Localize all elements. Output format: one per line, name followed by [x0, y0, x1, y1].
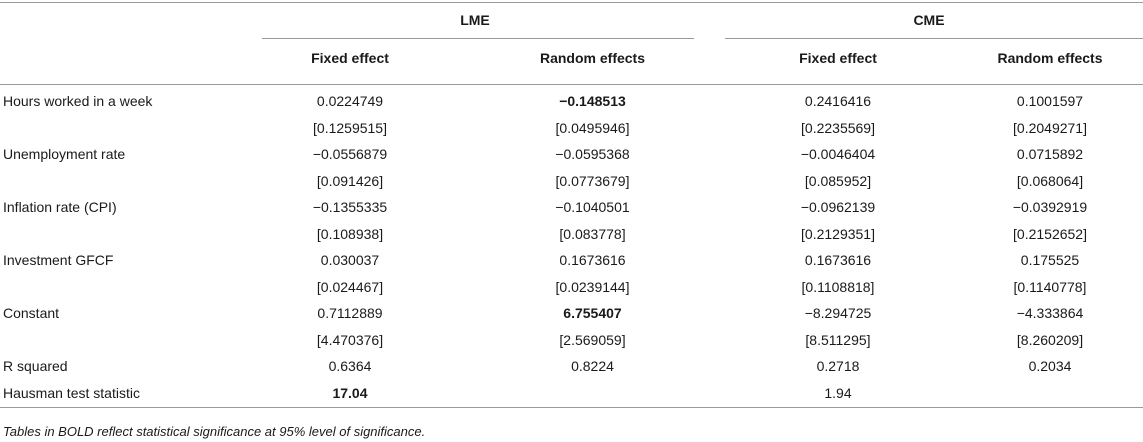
- row-label: R squared: [3, 358, 68, 374]
- row-label: Inflation rate (CPI): [3, 199, 117, 215]
- table-cell: [0.083778]: [559, 226, 626, 242]
- table-cell: −0.0962139: [800, 199, 876, 215]
- table-cell: 0.2718: [816, 358, 860, 374]
- table-cell: 0.8224: [571, 358, 614, 374]
- table-cell: 0.6364: [328, 358, 372, 374]
- table-cell: [8.511295]: [805, 332, 871, 348]
- table-cell: 0.0224749: [316, 93, 384, 109]
- column-header: Fixed effect: [799, 50, 877, 66]
- row-label: Constant: [3, 305, 60, 321]
- table-cell: −0.0595368: [555, 146, 630, 162]
- table-cell: [8.260209]: [1016, 332, 1084, 348]
- table-cell: [0.024467]: [316, 279, 384, 295]
- group-header-lme: LME: [460, 12, 490, 28]
- row-label: Hours worked in a week: [3, 93, 153, 109]
- table-cell: 0.1001597: [1016, 93, 1084, 109]
- table-cell: [2.569059]: [559, 332, 626, 348]
- column-header: Random effects: [997, 50, 1103, 66]
- table-cell: 0.175525: [1020, 252, 1080, 268]
- table-cell: 0.1673616: [559, 252, 626, 268]
- table-cell: [0.1259515]: [313, 120, 387, 136]
- group-rule-lme: [262, 38, 694, 39]
- table-cell: [0.108938]: [316, 226, 384, 242]
- table-top-rule: [0, 2, 1143, 3]
- table-footnote: Tables in BOLD reflect statistical signi…: [3, 424, 426, 439]
- table-cell: 0.0715892: [1016, 146, 1084, 162]
- table-cell: −0.0556879: [312, 146, 388, 162]
- table-cell: 1.94: [824, 385, 852, 401]
- table-cell: [0.2235569]: [801, 120, 875, 136]
- table-cell: 0.2034: [1028, 358, 1072, 374]
- table-cell: [0.068064]: [1016, 173, 1084, 189]
- table-cell: 6.755407: [563, 305, 622, 321]
- table-cell: [0.2129351]: [801, 226, 875, 242]
- table-cell: −8.294725: [804, 305, 872, 321]
- group-rule-cme: [725, 38, 1143, 39]
- table-cell: [0.085952]: [804, 173, 872, 189]
- table-cell: [4.470376]: [316, 332, 384, 348]
- table-cell: 0.1673616: [804, 252, 872, 268]
- table-cell: −0.1040501: [555, 199, 630, 215]
- table-cell: [0.2049271]: [1013, 120, 1087, 136]
- table-cell: 0.2416416: [804, 93, 872, 109]
- table-cell: [0.0495946]: [555, 120, 630, 136]
- column-header: Fixed effect: [311, 50, 389, 66]
- row-label: Unemployment rate: [3, 146, 126, 162]
- group-header-cme: CME: [913, 12, 945, 28]
- row-label: Hausman test statistic: [3, 385, 140, 401]
- table-cell: [0.1108818]: [801, 279, 875, 295]
- table-cell: [0.091426]: [316, 173, 384, 189]
- column-header: Random effects: [539, 50, 646, 66]
- table-cell: 17.04: [332, 385, 368, 401]
- table-cell: [0.0239144]: [555, 279, 630, 295]
- table-cell: −0.1355335: [312, 199, 388, 215]
- table-cell: −0.0046404: [800, 146, 876, 162]
- row-label: Investment GFCF: [3, 252, 114, 268]
- table-cell: −0.148513: [559, 93, 626, 109]
- table-cell: [0.0773679]: [555, 173, 630, 189]
- table-cell: −0.0392919: [1012, 199, 1088, 215]
- table-bottom-rule: [0, 407, 1143, 408]
- table-cell: 0.7112889: [317, 305, 383, 321]
- table-cell: [0.2152652]: [1013, 226, 1087, 242]
- table-cell: 0.030037: [320, 252, 380, 268]
- table-cell: [0.1140778]: [1013, 279, 1087, 295]
- table-cell: −4.333864: [1016, 305, 1084, 321]
- header-bottom-rule: [0, 84, 1143, 85]
